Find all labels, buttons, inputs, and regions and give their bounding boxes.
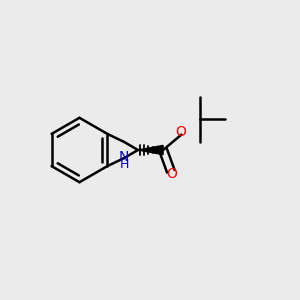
Text: O: O [175, 125, 186, 139]
Polygon shape [138, 146, 163, 154]
Text: N: N [119, 149, 129, 164]
Text: O: O [166, 167, 177, 181]
Text: H: H [119, 158, 129, 171]
